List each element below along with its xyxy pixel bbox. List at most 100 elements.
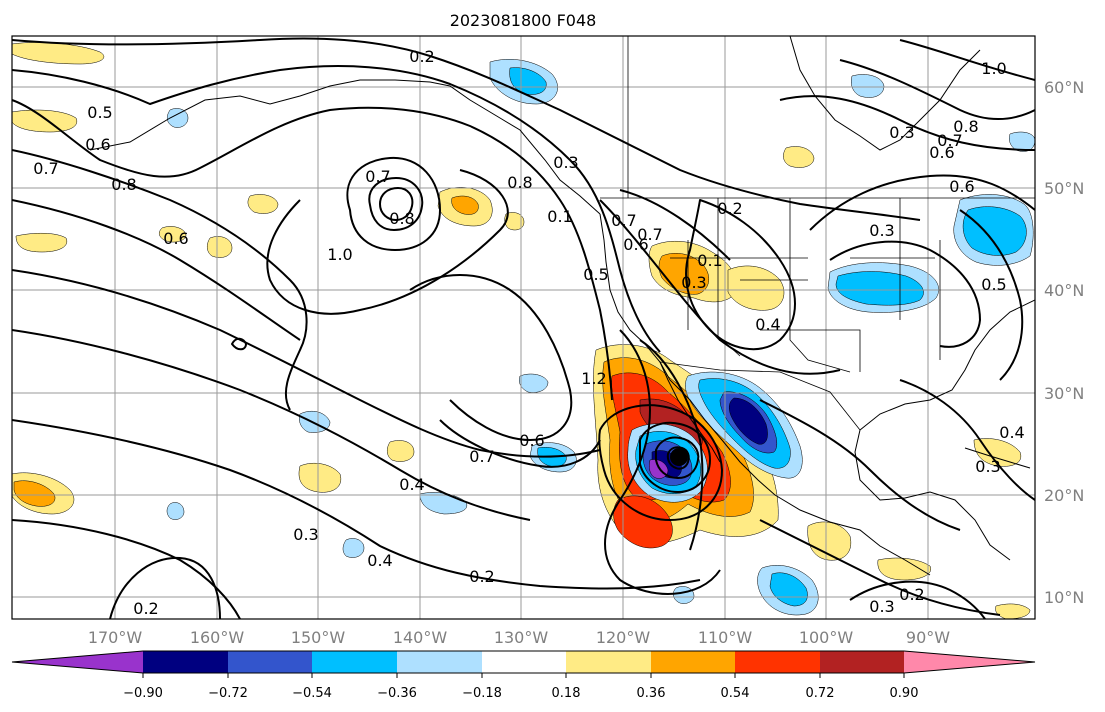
lat-label: 40°N: [1044, 281, 1084, 300]
lon-label: 100°W: [799, 628, 854, 647]
anomaly-region: [15, 233, 68, 253]
contour-label: 0.6: [519, 431, 544, 450]
contour-label: 0.4: [367, 551, 392, 570]
contour-label: 0.8: [111, 175, 136, 194]
contour-label: 0.2: [717, 199, 742, 218]
contour-label: 0.3: [889, 123, 914, 142]
map-title: 2023081800 F048: [450, 11, 597, 30]
contour-label: 0.5: [87, 103, 112, 122]
contour-label: 0.6: [163, 229, 188, 248]
contour-label: 0.6: [85, 135, 110, 154]
anomaly-region: [387, 440, 415, 462]
contour-label: 0.6: [929, 143, 954, 162]
anomaly-region: [877, 557, 932, 581]
colorbar-tick-label: 0.72: [806, 686, 835, 701]
colorbar-segment: [143, 651, 228, 673]
anomaly-region: [298, 463, 342, 493]
contour-label: 0.3: [553, 153, 578, 172]
colorbar-tick-label: −0.36: [377, 686, 417, 701]
anomaly-region: [159, 226, 187, 243]
yucatan-coast: [854, 429, 1011, 561]
lat-label: 60°N: [1044, 78, 1084, 97]
colorbar-segment: [312, 651, 397, 673]
colorbar-segment: [651, 651, 735, 673]
colorbar-tick-label: −0.90: [123, 686, 163, 701]
colorbar-extend-high: [904, 651, 1035, 673]
lon-label: 140°W: [393, 628, 448, 647]
anomaly-region: [504, 212, 525, 231]
lon-label: 120°W: [596, 628, 651, 647]
colorbar-segment: [482, 651, 566, 673]
lat-label: 50°N: [1044, 179, 1084, 198]
anomaly-region: [995, 603, 1031, 619]
contour-label: 0.7: [469, 447, 494, 466]
colorbar-tick-label: 0.18: [552, 686, 581, 701]
colorbar-segment: [228, 651, 312, 673]
anomaly-region: [12, 109, 78, 133]
contour-label: 0.4: [999, 423, 1024, 442]
contour-label: 0.2: [409, 47, 434, 66]
anomaly-region: [835, 271, 924, 306]
west-coast: [599, 213, 931, 576]
contour-label: 0.7: [637, 225, 662, 244]
cuba-coast: [964, 447, 1031, 469]
map-frame: [11, 35, 1036, 620]
contour-label: 0.8: [507, 173, 532, 192]
contour-label: 0.7: [937, 131, 962, 150]
colorbar-tick-label: −0.72: [208, 686, 248, 701]
contour-label: 0.2: [469, 567, 494, 586]
contour-label: 0.3: [681, 273, 706, 292]
contour-label: 0.3: [869, 221, 894, 240]
contour-label: 0.2: [133, 599, 158, 618]
contour-label: 0.4: [399, 475, 424, 494]
contour-lines: [12, 37, 1035, 619]
gulf-coast: [859, 299, 1035, 431]
anomaly-region: [729, 397, 768, 445]
hudson-coast: [789, 36, 981, 151]
map-area: 0.2 0.7 0.5 0.6 0.8 0.6 0.7 0.8 1.0 0.8 …: [12, 36, 1035, 619]
contour-label: 0.6: [623, 235, 648, 254]
colorbar-tick-label: 0.36: [637, 686, 666, 701]
contour-label: 0.6: [949, 177, 974, 196]
colorbar-tick-label: −0.18: [462, 686, 502, 701]
lat-label: 30°N: [1044, 384, 1084, 403]
contour-label: 0.5: [981, 275, 1006, 294]
lon-label: 110°W: [698, 628, 753, 647]
contour-label: 0.3: [293, 525, 318, 544]
anomaly-region: [613, 495, 673, 549]
colorbar-tick-label: −0.54: [292, 686, 332, 701]
contour-label: 0.4: [755, 315, 780, 334]
colorbar-tick-label: 0.54: [721, 686, 750, 701]
alaska-coast: [89, 79, 601, 215]
contour-label: 0.8: [953, 117, 978, 136]
contour-label: 0.7: [365, 167, 390, 186]
anomaly-region: [342, 538, 365, 558]
lon-label: 160°W: [190, 628, 245, 647]
contour-label: 0.5: [583, 265, 608, 284]
lon-label: 150°W: [291, 628, 346, 647]
colorbar-segment: [735, 651, 820, 673]
anomaly-region: [166, 502, 185, 520]
contour-label: 1.0: [981, 59, 1006, 78]
colorbar-segment: [397, 651, 482, 673]
contour-label: 0.7: [611, 211, 636, 230]
colorbar: [11, 650, 1036, 678]
lon-label: 130°W: [494, 628, 549, 647]
contour-label: 1.0: [327, 245, 352, 264]
anomaly-region: [962, 206, 1027, 256]
anomaly-region: [451, 195, 479, 215]
lat-label: 20°N: [1044, 486, 1084, 505]
longitude-labels: 170°W 160°W 150°W 140°W 130°W 120°W 110°…: [88, 628, 950, 647]
latitude-labels: 60°N 50°N 40°N 30°N 20°N 10°N: [1044, 78, 1084, 607]
contour-label: 1.2: [581, 369, 606, 388]
storm-center-marker: [670, 448, 688, 466]
colorbar-tick-label: 0.90: [890, 686, 919, 701]
anomaly-region: [207, 236, 233, 258]
lon-label: 90°W: [906, 628, 950, 647]
contour-label: 0.8: [389, 209, 414, 228]
anomaly-region: [247, 194, 279, 214]
anomaly-region: [673, 586, 695, 604]
anomaly-region: [509, 67, 547, 95]
anomaly-region: [13, 480, 56, 507]
contour-label: 0.3: [975, 457, 1000, 476]
